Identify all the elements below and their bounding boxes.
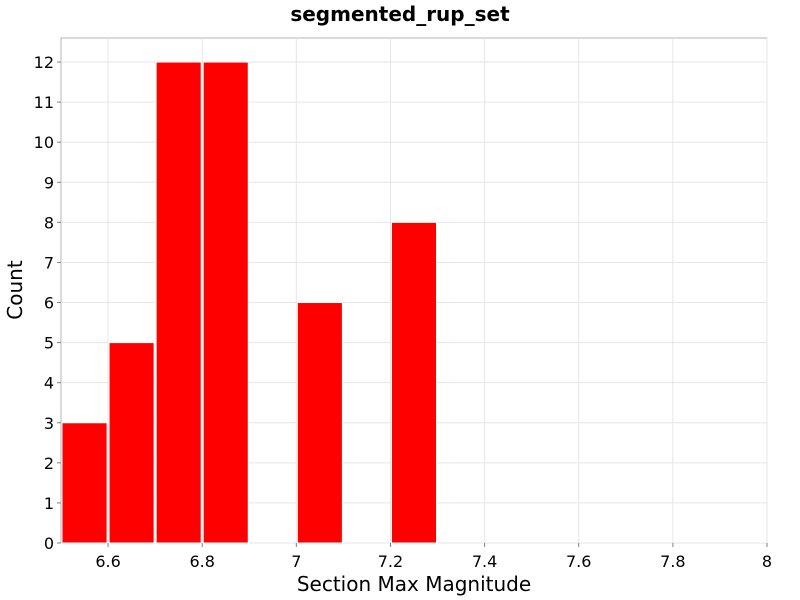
y-tick-label: 6 [44,294,54,313]
histogram-bar [108,342,155,544]
y-tick-label: 12 [34,53,54,72]
x-tick-label: 7.4 [472,552,497,571]
y-axis-label: Count [3,260,27,320]
y-tick-label: 9 [44,173,54,192]
y-tick-label: 1 [44,494,54,513]
histogram-bar [202,61,249,544]
x-tick-label: 7.8 [660,552,685,571]
x-tick-label: 7.2 [378,552,403,571]
histogram-bar [390,221,438,544]
y-tick-label: 5 [44,334,54,353]
y-tick-label: 2 [44,454,54,473]
y-tick-label: 4 [44,374,54,393]
x-tick-label: 6.8 [189,552,214,571]
histogram-bar [61,422,108,544]
x-tick-label: 6.6 [95,552,120,571]
y-tick-label: 10 [34,133,54,152]
y-tick-label: 0 [44,534,54,553]
histogram-bar [296,302,343,544]
x-tick-label: 8 [762,552,772,571]
y-tick-label: 3 [44,414,54,433]
bars [61,61,438,544]
x-tick-label: 7.6 [566,552,591,571]
y-tick-label: 8 [44,213,54,232]
x-axis-label: Section Max Magnitude [297,572,531,596]
x-tick-label: 7 [291,552,301,571]
y-tick-label: 7 [44,253,54,272]
histogram-bar [155,61,202,544]
x-axis: 6.6 6.8 7 7.2 7.4 7.6 7.8 8 [95,543,772,571]
chart-title: segmented_rup_set [290,2,510,26]
y-tick-label: 11 [34,93,54,112]
